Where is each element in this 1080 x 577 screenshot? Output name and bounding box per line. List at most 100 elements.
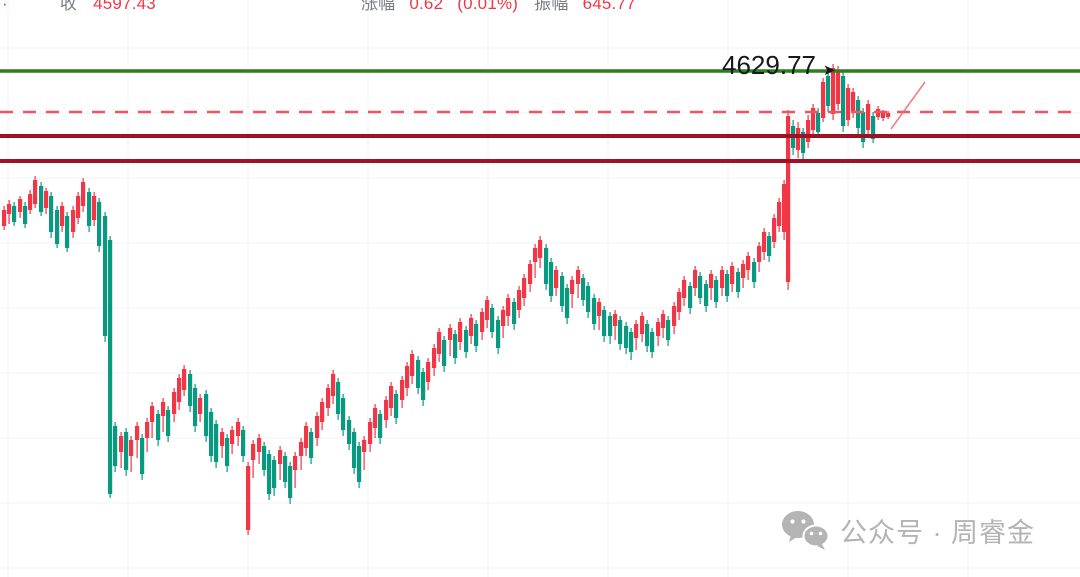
arrow-right-icon: ➤ [822,62,836,79]
watermark: 公众号 · 周睿金 [781,509,1035,551]
candle [33,176,38,208]
candle [108,236,113,498]
candle [7,200,12,224]
candle [362,436,367,470]
candle [629,328,634,360]
candle [97,198,102,252]
candle [816,108,821,138]
candle [214,420,219,468]
candle [730,262,735,292]
candle [278,446,283,480]
candle [272,456,277,496]
candle [597,298,602,330]
candle [682,276,687,306]
resistance-price-value: 4629.77 [722,50,816,80]
candle [656,318,661,346]
candle [782,180,787,240]
candle [262,442,267,476]
candle [341,394,346,436]
candle [528,260,533,292]
ohlc-token: 收 [59,0,78,13]
ohlc-token: 645.77 [582,0,636,13]
candle [368,418,373,452]
candle [410,350,415,384]
candle [193,384,198,432]
candle [251,440,256,478]
candle [426,358,431,390]
candle [645,320,650,352]
candle [725,270,730,302]
candle [506,294,511,326]
candle [326,384,331,416]
candle [357,442,362,488]
trend-line[interactable] [890,81,926,130]
candle [145,418,150,452]
candle [230,426,235,454]
candle [549,258,554,302]
ohlc-token: 振幅 [534,0,569,13]
candle [156,410,161,446]
candle [490,304,495,338]
candle [55,206,60,248]
candle [736,268,741,298]
candle [576,266,581,298]
candle [811,104,816,136]
watermark-text: 公众号 · 周睿金 [840,517,1035,548]
candle [698,272,703,304]
candle [172,388,177,422]
candle [267,450,272,500]
candle [389,382,394,416]
candle [469,314,474,344]
candle [124,428,129,476]
candle [315,412,320,446]
candle [886,111,891,119]
candle [384,396,389,428]
candle [634,320,639,350]
candle [480,308,485,340]
candle [241,426,246,462]
candle [640,312,645,342]
candle [522,274,527,306]
candle [378,410,383,444]
candle [60,202,65,232]
candle [166,406,171,442]
candle [517,286,522,318]
candle [65,212,70,252]
candle [293,452,298,488]
candle [28,190,33,214]
candle [533,244,538,278]
candle [92,192,97,226]
candle [405,362,410,396]
candle [688,282,693,314]
ohlc-token: 涨幅 [360,0,396,13]
candle [602,306,607,342]
candle [209,408,214,462]
candle [672,302,677,334]
candle [772,214,777,248]
candle [288,462,293,504]
candle [204,390,209,442]
resistance-price-label[interactable]: 4629.77 ➤ [722,50,836,81]
candle [71,206,76,238]
candle [140,434,145,480]
candle [704,280,709,312]
candle [198,394,203,422]
candle [283,452,288,488]
candle [135,422,140,458]
candle [416,356,421,394]
candle [161,398,166,432]
candle [752,258,757,288]
candle [44,188,49,214]
candle [320,398,325,430]
candle [786,110,791,290]
candle [39,182,44,216]
candle [150,402,155,438]
candle [373,404,378,438]
candle [2,206,7,230]
candle [448,324,453,356]
candle [831,64,836,120]
candle [826,72,831,112]
candle [757,242,762,272]
ohlc-token: 4597.43 [93,0,156,13]
candle [871,112,876,143]
